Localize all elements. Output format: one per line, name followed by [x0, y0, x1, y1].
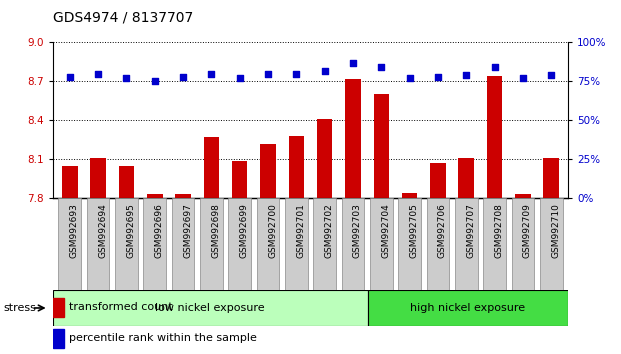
Text: GSM992698: GSM992698 — [211, 203, 220, 258]
Point — [263, 71, 273, 76]
Point — [235, 75, 245, 81]
Text: GSM992704: GSM992704 — [381, 203, 391, 258]
FancyBboxPatch shape — [58, 198, 81, 294]
Bar — [232, 161, 248, 198]
Bar — [487, 76, 502, 198]
Bar — [458, 158, 474, 198]
Point — [348, 60, 358, 65]
Text: GSM992706: GSM992706 — [438, 203, 447, 258]
FancyBboxPatch shape — [455, 198, 478, 294]
Point — [489, 64, 499, 70]
Text: GSM992694: GSM992694 — [98, 203, 107, 258]
FancyBboxPatch shape — [398, 198, 421, 294]
Bar — [373, 95, 389, 198]
Text: GSM992701: GSM992701 — [296, 203, 306, 258]
Text: transformed count: transformed count — [70, 302, 173, 313]
Bar — [62, 166, 78, 198]
Text: high nickel exposure: high nickel exposure — [410, 303, 525, 313]
FancyBboxPatch shape — [512, 198, 534, 294]
Bar — [289, 136, 304, 198]
Text: GSM992700: GSM992700 — [268, 203, 277, 258]
Point — [65, 74, 75, 80]
Text: stress: stress — [3, 303, 36, 313]
FancyBboxPatch shape — [200, 198, 223, 294]
Text: percentile rank within the sample: percentile rank within the sample — [70, 333, 257, 343]
FancyBboxPatch shape — [314, 198, 336, 294]
Bar — [90, 158, 106, 198]
Bar — [175, 194, 191, 198]
Point — [405, 75, 415, 81]
Point — [320, 68, 330, 73]
Point — [93, 71, 103, 76]
Bar — [147, 194, 163, 198]
Point — [206, 71, 216, 76]
FancyBboxPatch shape — [115, 198, 138, 294]
Text: GSM992705: GSM992705 — [410, 203, 419, 258]
FancyBboxPatch shape — [540, 198, 563, 294]
Point — [518, 75, 528, 81]
FancyBboxPatch shape — [256, 198, 279, 294]
Text: GSM992696: GSM992696 — [155, 203, 164, 258]
Point — [150, 79, 160, 84]
Bar — [430, 163, 446, 198]
Bar — [260, 144, 276, 198]
Point — [433, 74, 443, 80]
Bar — [543, 158, 559, 198]
Bar — [53, 329, 64, 348]
Text: GSM992708: GSM992708 — [494, 203, 504, 258]
Bar — [317, 119, 332, 198]
Point — [461, 72, 471, 78]
Point — [178, 74, 188, 80]
Bar — [345, 79, 361, 198]
Bar — [53, 290, 368, 326]
Text: low nickel exposure: low nickel exposure — [155, 303, 265, 313]
Point — [291, 71, 301, 76]
Text: GSM992697: GSM992697 — [183, 203, 192, 258]
FancyBboxPatch shape — [172, 198, 194, 294]
FancyBboxPatch shape — [483, 198, 506, 294]
Point — [546, 72, 556, 78]
Text: GSM992695: GSM992695 — [127, 203, 135, 258]
Text: GSM992693: GSM992693 — [70, 203, 79, 258]
FancyBboxPatch shape — [143, 198, 166, 294]
Bar — [368, 290, 568, 326]
Text: GSM992710: GSM992710 — [551, 203, 560, 258]
Point — [122, 75, 132, 81]
FancyBboxPatch shape — [342, 198, 365, 294]
Text: GDS4974 / 8137707: GDS4974 / 8137707 — [53, 11, 193, 25]
Bar — [515, 194, 531, 198]
Text: GSM992709: GSM992709 — [523, 203, 532, 258]
Bar — [53, 298, 64, 317]
Text: GSM992699: GSM992699 — [240, 203, 248, 258]
Text: GSM992702: GSM992702 — [325, 203, 333, 258]
Bar — [402, 193, 417, 198]
FancyBboxPatch shape — [427, 198, 449, 294]
FancyBboxPatch shape — [370, 198, 392, 294]
Text: GSM992707: GSM992707 — [466, 203, 475, 258]
FancyBboxPatch shape — [87, 198, 109, 294]
Bar — [204, 137, 219, 198]
FancyBboxPatch shape — [285, 198, 307, 294]
Bar — [119, 166, 134, 198]
Point — [376, 64, 386, 70]
FancyBboxPatch shape — [229, 198, 251, 294]
Text: GSM992703: GSM992703 — [353, 203, 362, 258]
